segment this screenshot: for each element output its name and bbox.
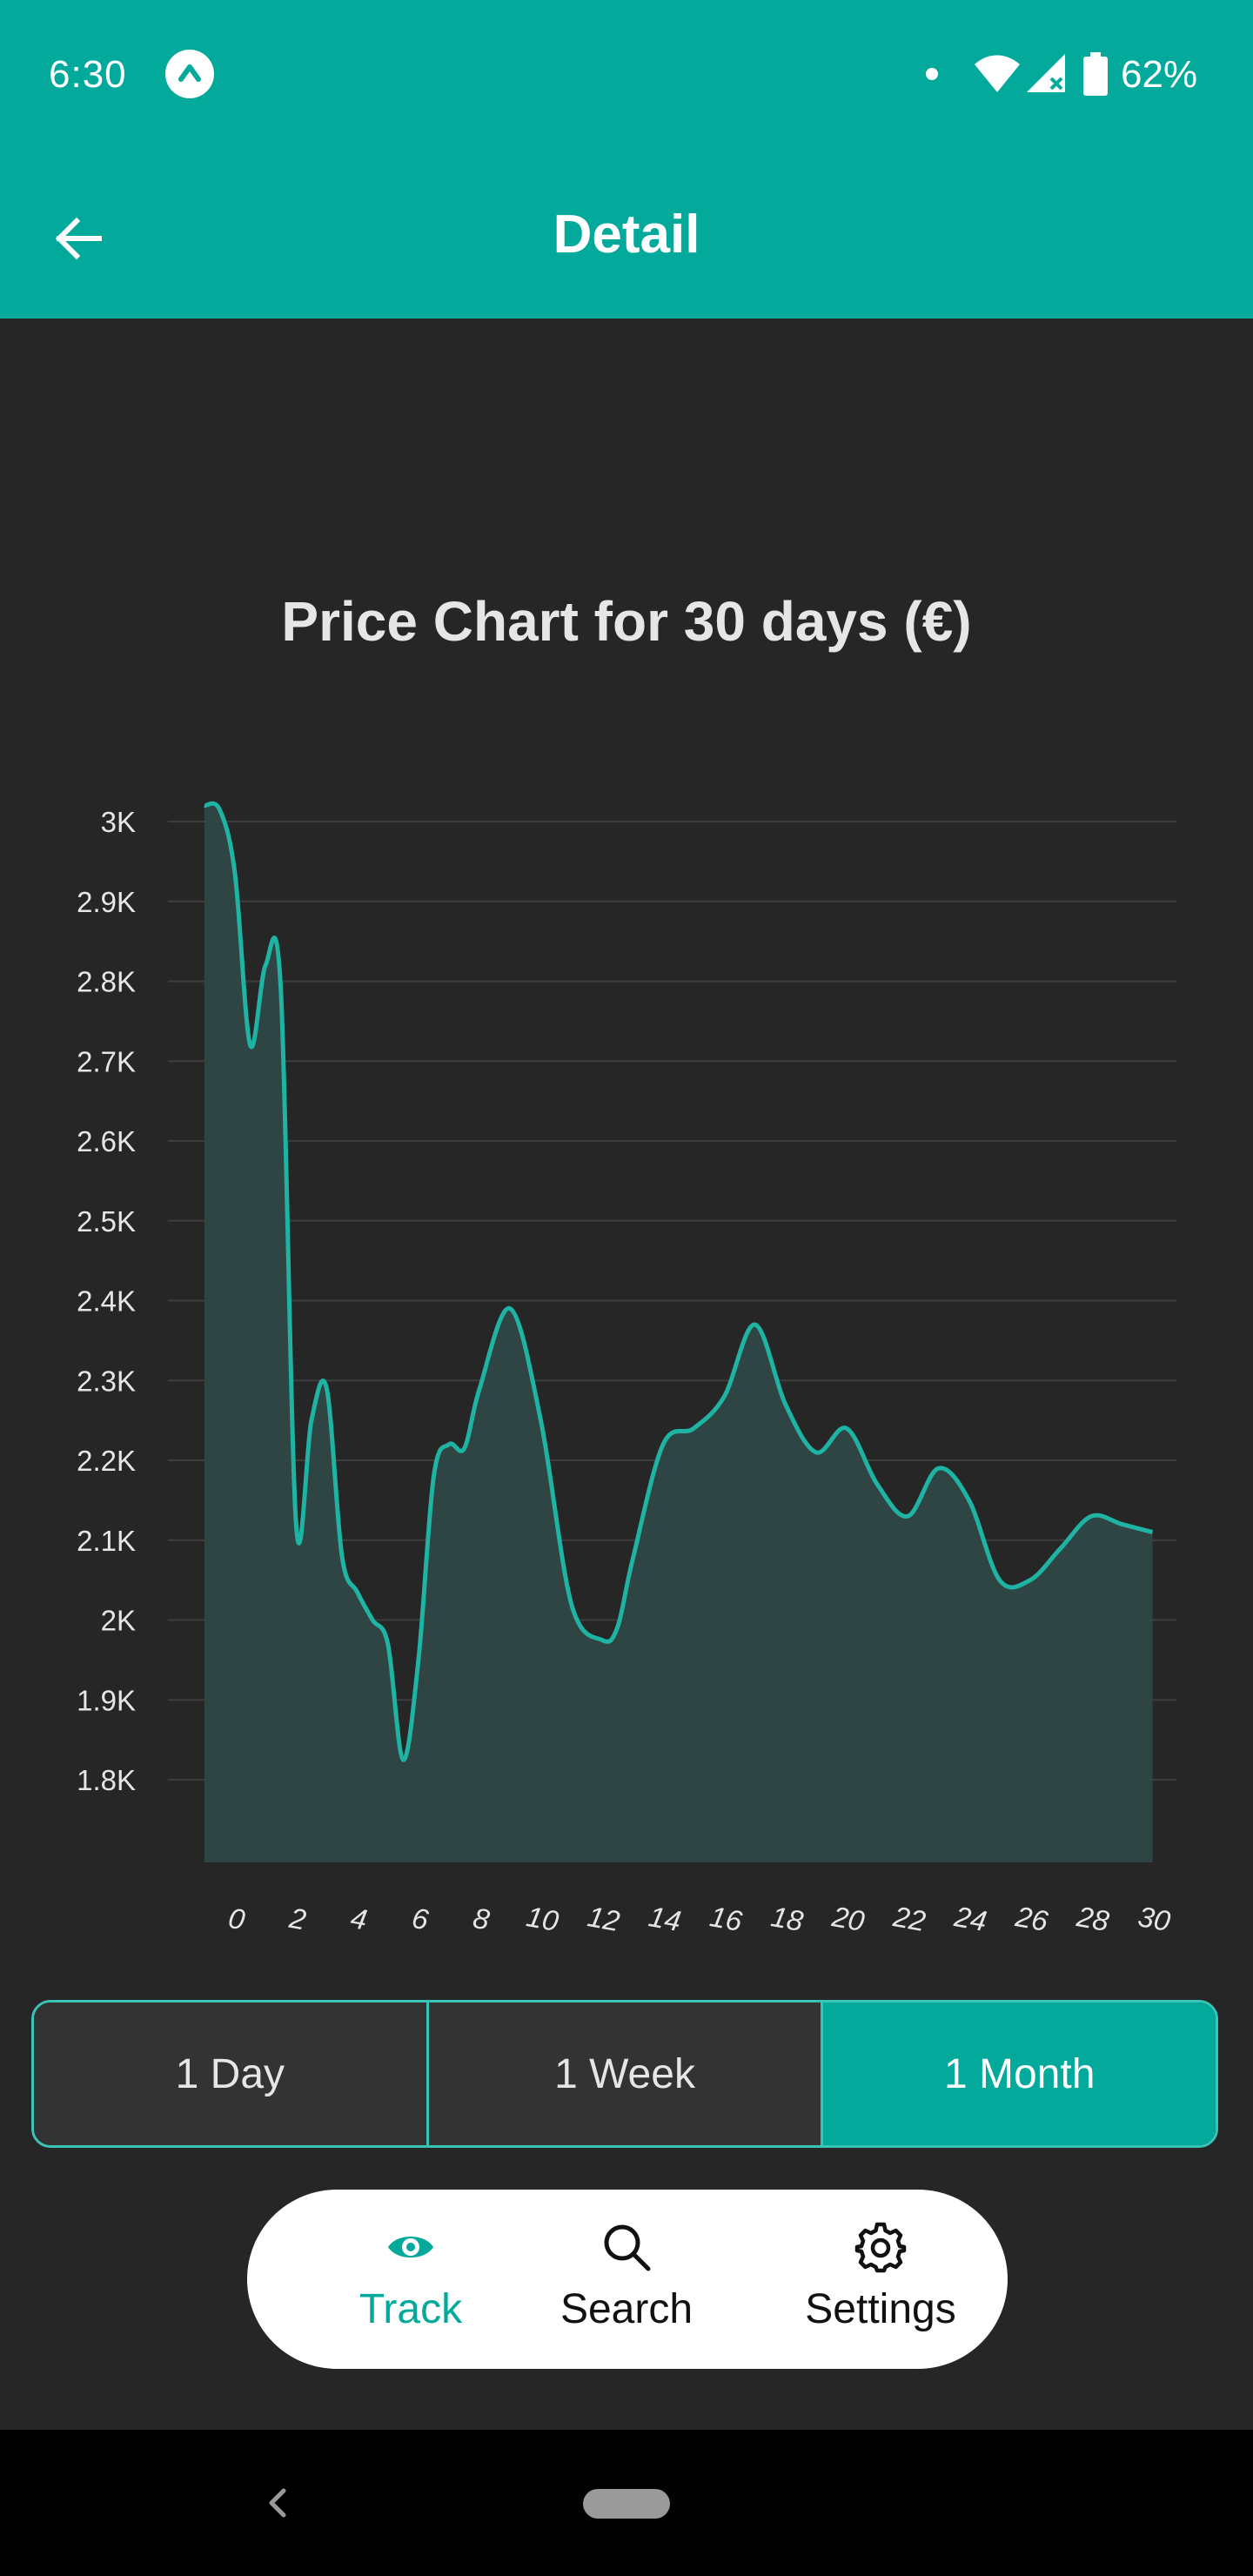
x-tick-label: 26	[1013, 1900, 1051, 1937]
x-tick-label: 10	[524, 1900, 561, 1937]
app-bar: Detail	[0, 150, 1253, 319]
nav-label-track: Track	[358, 2286, 463, 2332]
range-option-1-week[interactable]: 1 Week	[425, 2002, 821, 2145]
range-option-1-day[interactable]: 1 Day	[34, 2002, 426, 2145]
x-tick-label: 8	[471, 1902, 492, 1936]
x-tick-label: 14	[647, 1900, 684, 1937]
x-tick-label: 16	[707, 1900, 745, 1937]
wifi-icon	[973, 52, 1022, 100]
system-back-button[interactable]	[252, 2477, 305, 2529]
x-tick-label: 28	[1074, 1900, 1112, 1937]
price-chart: 3K 2.9K 2.8K 2.7K 2.6K 2.5K 2.4K 2.3K 2.2K 2.1K 2K…	[77, 801, 1176, 1937]
bottom-navigation: Track Search Settings	[247, 2190, 1008, 2369]
x-tick-label: 30	[1136, 1900, 1173, 1937]
range-selector: 1 Day 1 Week 1 Month	[31, 2000, 1218, 2148]
y-tick-label: 2.7K	[77, 1045, 136, 1077]
x-tick-label: 12	[586, 1900, 623, 1937]
x-tick-label: 24	[951, 1900, 989, 1937]
chevron-left-icon	[269, 2488, 286, 2518]
y-tick-label: 2K	[101, 1605, 136, 1637]
search-icon	[604, 2224, 651, 2271]
nav-label-settings: Settings	[805, 2286, 956, 2332]
battery-percentage: 62%	[1121, 53, 1198, 96]
range-option-1-month[interactable]: 1 Month	[821, 2002, 1216, 2145]
x-tick-label: 4	[348, 1902, 370, 1936]
y-tick-label: 2.6K	[77, 1125, 136, 1157]
nav-item-settings[interactable]: Settings	[776, 2190, 985, 2369]
x-tick-label: 0	[226, 1902, 248, 1936]
y-tick-label: 2.1K	[77, 1525, 136, 1557]
system-navigation-bar	[0, 2430, 1253, 2576]
x-tick-label: 22	[890, 1900, 928, 1937]
y-tick-label: 2.9K	[77, 886, 136, 918]
y-tick-label: 2.4K	[77, 1285, 136, 1318]
eye-icon	[388, 2237, 433, 2257]
back-button[interactable]	[37, 197, 120, 280]
x-tick-label: 2	[286, 1902, 308, 1936]
gear-icon	[854, 2222, 907, 2273]
x-tick-label: 6	[410, 1902, 432, 1936]
y-tick-label: 1.9K	[77, 1684, 136, 1716]
y-tick-label: 1.8K	[77, 1764, 136, 1796]
arrow-left-icon	[55, 217, 102, 260]
app-notification-icon	[165, 50, 214, 98]
system-home-pill[interactable]	[583, 2489, 670, 2519]
y-tick-label: 3K	[101, 806, 136, 838]
y-tick-label: 2.3K	[77, 1365, 136, 1397]
x-tick-label: 18	[768, 1900, 806, 1937]
price-area-fill	[204, 803, 1153, 1862]
y-tick-label: 2.5K	[77, 1205, 136, 1238]
y-tick-label: 2.2K	[77, 1445, 136, 1477]
nav-item-search[interactable]: Search	[522, 2190, 731, 2369]
page-title: Detail	[553, 205, 700, 265]
price-line	[204, 801, 1154, 1762]
cell-signal-icon	[1025, 52, 1069, 100]
battery-icon	[1082, 52, 1109, 102]
chart-title: Price Chart for 30 days (€)	[281, 590, 972, 653]
nav-label-search: Search	[559, 2286, 694, 2332]
x-tick-label: 20	[829, 1900, 868, 1937]
status-time: 6:30	[49, 53, 127, 96]
y-tick-label: 2.8K	[77, 966, 136, 998]
status-bar: 6:30 62%	[0, 0, 1253, 150]
nav-item-track[interactable]: Track	[306, 2190, 515, 2369]
dot-icon	[926, 68, 938, 80]
